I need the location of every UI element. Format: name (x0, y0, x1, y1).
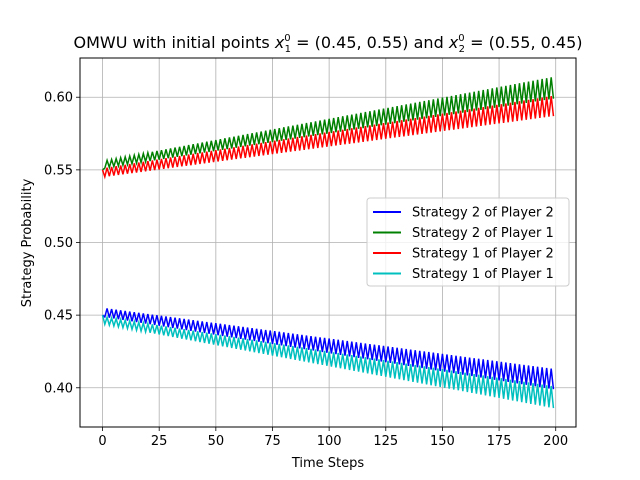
x-tick-label: 75 (264, 434, 281, 449)
x-tick-label: 0 (98, 434, 106, 449)
y-tick-label: 0.50 (44, 236, 73, 251)
legend: Strategy 2 of Player 2 Strategy 2 of Play… (366, 197, 570, 287)
y-axis-title: Strategy Probability (20, 178, 35, 307)
series-lines (101, 77, 555, 409)
y-tick-label: 0.40 (44, 381, 73, 396)
x-tick-label: 200 (543, 434, 568, 449)
series-line-4 (101, 314, 555, 409)
x-tick-label: 25 (151, 434, 168, 449)
x-axis-title: Time Steps (291, 456, 365, 471)
x-tick-label: 175 (487, 434, 512, 449)
series-line-3 (101, 96, 555, 180)
y-tick-label: 0.45 (44, 309, 73, 324)
legend-label-4: Strategy 1 of Player 1 (412, 267, 554, 282)
series-line-1 (102, 308, 555, 390)
legend-label-1: Strategy 2 of Player 2 (412, 206, 554, 221)
legend-label-2: Strategy 2 of Player 1 (412, 226, 554, 241)
y-tick-label: 0.60 (44, 91, 73, 106)
x-tick-label: 50 (208, 434, 225, 449)
x-tick-label: 150 (430, 434, 455, 449)
y-tick-label: 0.55 (44, 163, 73, 178)
x-tick-label: 100 (317, 434, 342, 449)
axis-ticks: 0 25 50 75 100 125 150 175 200 0.40 0.45 0.50 0.55 0.… (44, 91, 568, 449)
chart-title: OMWU with initial points x0 1 = (0.45, 0.… (73, 33, 582, 55)
legend-label-3: Strategy 1 of Player 2 (412, 247, 554, 262)
legend-box (366, 197, 570, 287)
series-line-2 (102, 77, 555, 171)
x-tick-label: 125 (373, 434, 398, 449)
